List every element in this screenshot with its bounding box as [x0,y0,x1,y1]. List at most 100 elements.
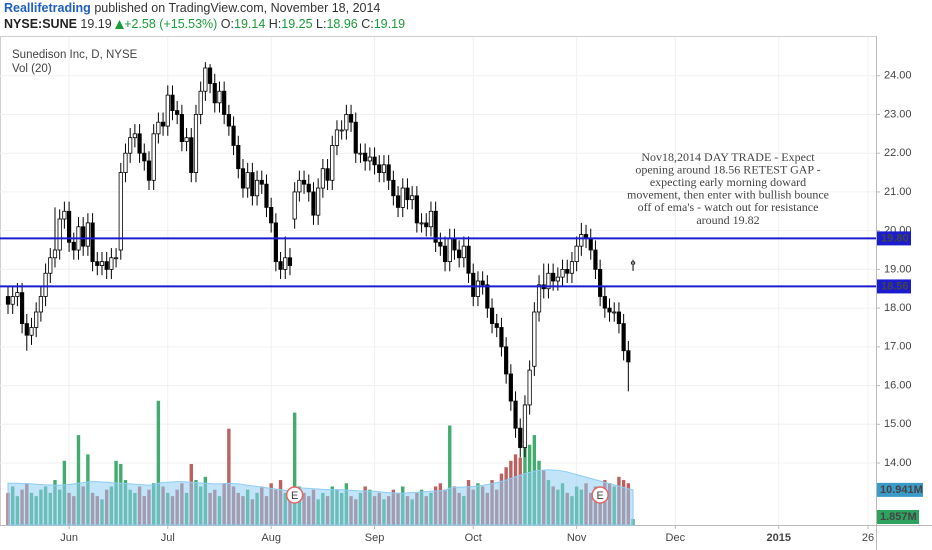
candle-body [475,280,481,297]
volume [6,400,635,526]
candle-body [146,160,152,181]
grid [0,37,876,525]
x-tick-label: Sep [365,532,385,544]
candle-body [607,307,612,313]
price-label-box [877,279,911,294]
annotation-line: around 19.82 [696,213,759,227]
candle-body [175,110,180,115]
candle-body [367,156,372,162]
annotation-line: Nov18,2014 DAY TRADE - Expect [641,150,815,164]
volume-ma-label-box [877,482,923,497]
candle-body [372,156,377,166]
candle-body [10,296,15,305]
candle-body [395,195,401,208]
candle-body [438,241,443,247]
candle-body [128,137,133,154]
volume-ma-area [7,469,634,526]
candle-body [156,121,161,135]
volume-label: Vol (20) [12,63,52,75]
annotation-line: movement, then enter with bullish bounce [627,188,829,202]
candle-body [189,137,194,173]
candle-body [301,179,307,185]
candle-body [494,323,499,328]
candle-body [339,129,344,132]
candle-body [109,257,114,270]
x-tick-label: Dec [666,532,686,544]
y-tick-label: 22.00 [884,147,912,159]
earnings-label: E [291,490,298,502]
y-tick-label: 24.00 [884,70,912,82]
candle-body [546,272,551,290]
annotation-line: expecting early morning doward [650,175,806,189]
earnings-marker [285,486,304,504]
open-value: 19.14 [234,17,266,31]
candle-body [320,168,325,189]
candle-body [269,207,274,224]
x-tick-label: Oct [465,532,482,544]
candle-body [151,133,156,181]
candle-body [377,164,382,173]
candle-body [62,210,67,220]
quote-line: NYSE:SUNE 19.19 +2.58 (+15.53%) O:19.14 … [4,16,924,32]
candle-body [15,292,20,297]
candle-body [118,172,123,251]
candle-body [132,133,137,139]
candle-body [217,90,222,104]
low-label: L: [316,17,327,31]
candle-body [480,280,485,286]
candle-body [222,90,227,115]
candle-body [353,121,358,154]
candle-body [560,268,565,278]
candle-body [231,125,236,146]
candle-body [466,245,471,274]
volume-last-label: 1.857M [880,511,917,523]
publish-line: Reallifetrading published on TradingView… [4,0,924,16]
candle-body [207,67,213,84]
change: +2.58 (+15.53%) [124,17,218,31]
candle-body [57,218,62,251]
candle-body [165,94,170,127]
candle-body [461,245,466,259]
x-tick-label: Nov [567,532,587,544]
annotation-line: opening around 18.56 RETEST GAP - [635,162,820,176]
candle-body [457,249,462,259]
y-tick-label: 15.00 [884,418,912,430]
candle-body [414,195,419,224]
candle-body [170,94,175,111]
candle-body [602,296,607,309]
volume-bar [292,412,297,525]
volume-ma-label: 10.941M [880,484,923,496]
candle-body [504,346,509,375]
candle-body [123,152,128,173]
candle-body [81,226,86,247]
candle-body [621,323,626,352]
candle-body [297,179,302,193]
candle-body [113,257,119,260]
candle-body [179,114,184,142]
candle-body [193,114,199,173]
candle-body [48,257,53,274]
candle-body [203,67,208,92]
candle-body [442,245,448,263]
candle-body [66,210,72,243]
symbol: NYSE:SUNE [4,17,77,31]
candle-body [344,114,349,131]
candle-body [499,327,504,348]
volume-label-box [877,510,919,524]
candle-body [593,249,598,270]
candle-body [29,327,34,336]
y-tick-label: 17.00 [884,341,912,353]
candle-body [226,114,231,127]
candle-body [630,261,636,265]
candle-body [405,187,410,201]
candle-body [137,133,142,154]
last-price: 19.19 [80,17,112,31]
candle-body [612,311,617,314]
candle-body [212,83,217,104]
author[interactable]: Reallifetrading [4,1,91,15]
candle-body [184,137,189,142]
x-tick-label: Jul [161,532,175,544]
x-tick-label: Aug [261,532,281,544]
candle-body [334,129,340,146]
